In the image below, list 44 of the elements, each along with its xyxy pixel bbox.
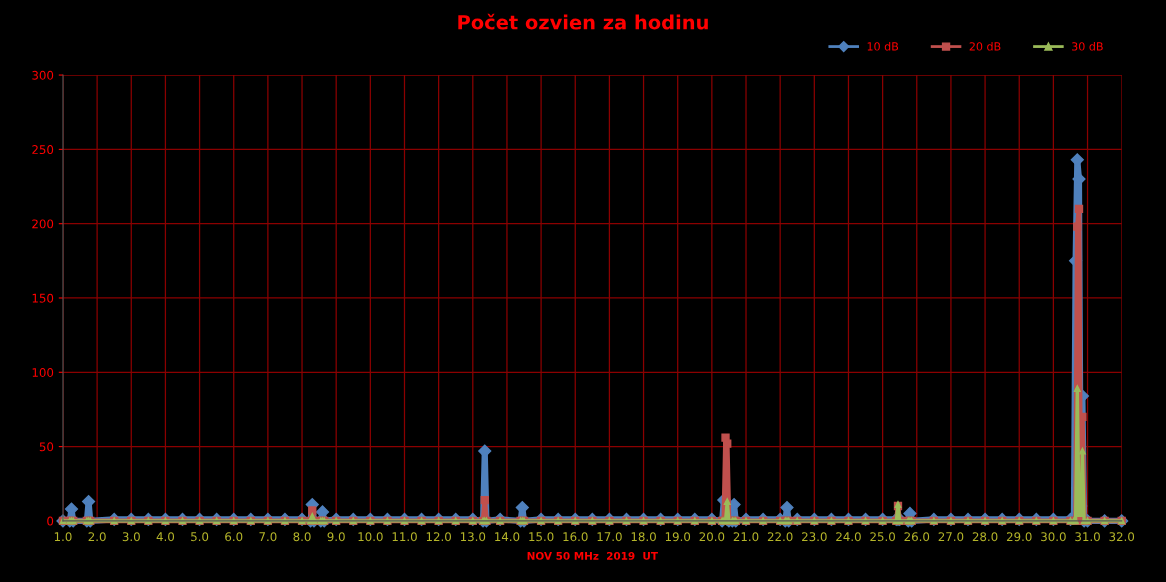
y-tick-label: 0 (47, 516, 54, 526)
y-tick-label: 100 (32, 368, 54, 377)
legend-label: 10 dB (867, 42, 899, 51)
x-tick-label: 2.0 (88, 532, 106, 542)
x-tick-label: 32.0 (1109, 532, 1135, 542)
x-tick-label: 30.0 (1041, 532, 1066, 542)
x-tick-label: 10.0 (358, 532, 383, 542)
x-tick-label: 12.0 (426, 532, 451, 542)
x-tick-label: 15.0 (529, 532, 554, 542)
x-tick-label: 3.0 (122, 532, 140, 542)
y-tick-label: 50 (39, 442, 54, 452)
x-tick-label: 4.0 (156, 532, 175, 542)
x-tick-label: 24.0 (836, 532, 861, 542)
x-tick-label: 18.0 (631, 532, 656, 542)
x-tick-label: 27.0 (938, 532, 964, 542)
x-tick-label: 28.0 (972, 532, 998, 542)
x-tick-label: 22.0 (767, 532, 793, 542)
x-tick-label: 9.0 (327, 532, 345, 542)
y-tick-label: 200 (32, 219, 54, 229)
x-tick-label: 26.0 (904, 532, 930, 542)
y-tick-label: 300 (32, 70, 54, 80)
x-tick-label: 8.0 (293, 532, 311, 542)
x-tick-label: 23.0 (802, 532, 827, 542)
x-tick-label: 29.0 (1006, 532, 1032, 542)
x-tick-label: 5.0 (191, 532, 209, 542)
chart-title: Počet ozvien za hodinu (458, 13, 708, 30)
x-tick-label: 13.0 (460, 532, 486, 542)
legend-label: 30 dB (1072, 42, 1103, 51)
x-tick-label: 25.0 (870, 532, 895, 542)
x-tick-label: 1.0 (54, 532, 72, 542)
x-tick-label: 11.0 (392, 532, 417, 542)
x-tick-label: 31.0 (1075, 532, 1100, 542)
x-tick-label: 21.0 (733, 532, 759, 542)
y-tick-label: 250 (32, 145, 54, 155)
x-axis-title: NOV 50 MHz 2019 UT (527, 551, 658, 560)
y-tick-label: 150 (32, 293, 54, 303)
x-tick-label: 17.0 (597, 532, 622, 542)
x-tick-label: 14.0 (495, 532, 520, 542)
x-tick-label: 20.0 (699, 532, 725, 542)
x-tick-label: 16.0 (563, 532, 588, 542)
x-tick-label: 6.0 (225, 532, 243, 542)
x-tick-label: 7.0 (259, 532, 277, 542)
x-tick-label: 19.0 (665, 532, 691, 542)
legend-label: 20 dB (969, 42, 1001, 51)
